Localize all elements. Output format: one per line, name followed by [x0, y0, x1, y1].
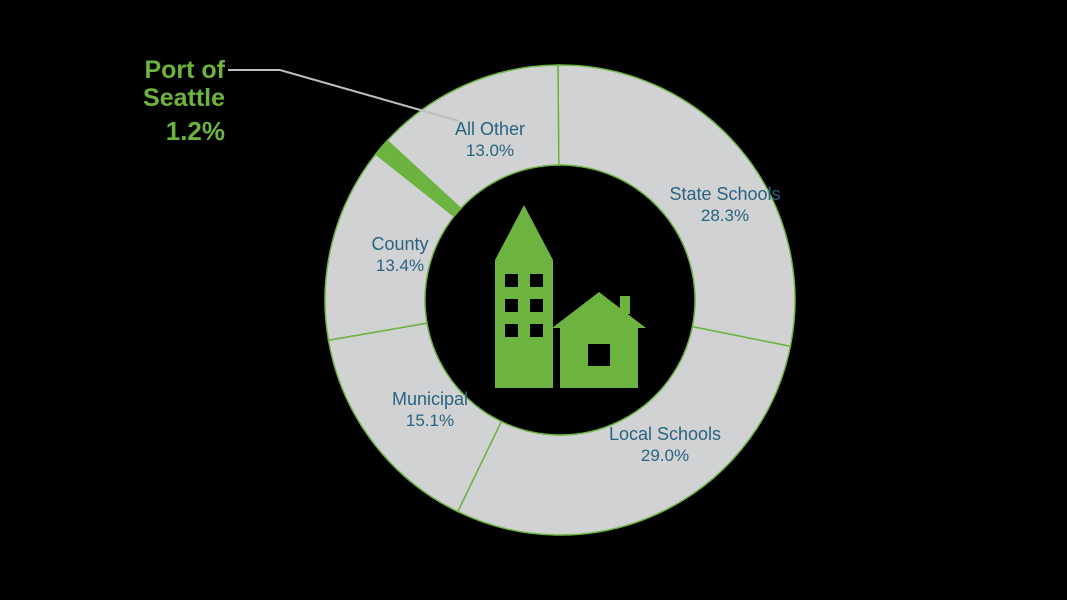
donut-slices — [325, 65, 795, 535]
slice-label: Municipal — [392, 389, 468, 409]
slice-value: 28.3% — [701, 206, 749, 225]
callout-label-line2: Seattle — [143, 84, 225, 112]
slice-label: Local Schools — [609, 424, 721, 444]
slice-value: 15.1% — [406, 411, 454, 430]
slice-value: 13.4% — [376, 256, 424, 275]
callout-label-line1: Port of — [144, 56, 225, 84]
slice-label: All Other — [455, 119, 525, 139]
slice-value: 29.0% — [641, 446, 689, 465]
slice-label: County — [371, 234, 428, 254]
chart-svg: Port of Seattle 1.2% State Schools 28.3% L… — [0, 0, 1067, 600]
donut-chart: Port of Seattle 1.2% State Schools 28.3% L… — [0, 0, 1067, 600]
buildings-icon — [495, 205, 646, 388]
slice-label: State Schools — [669, 184, 780, 204]
callout-value: 1.2% — [166, 116, 225, 146]
slice-value: 13.0% — [466, 141, 514, 160]
